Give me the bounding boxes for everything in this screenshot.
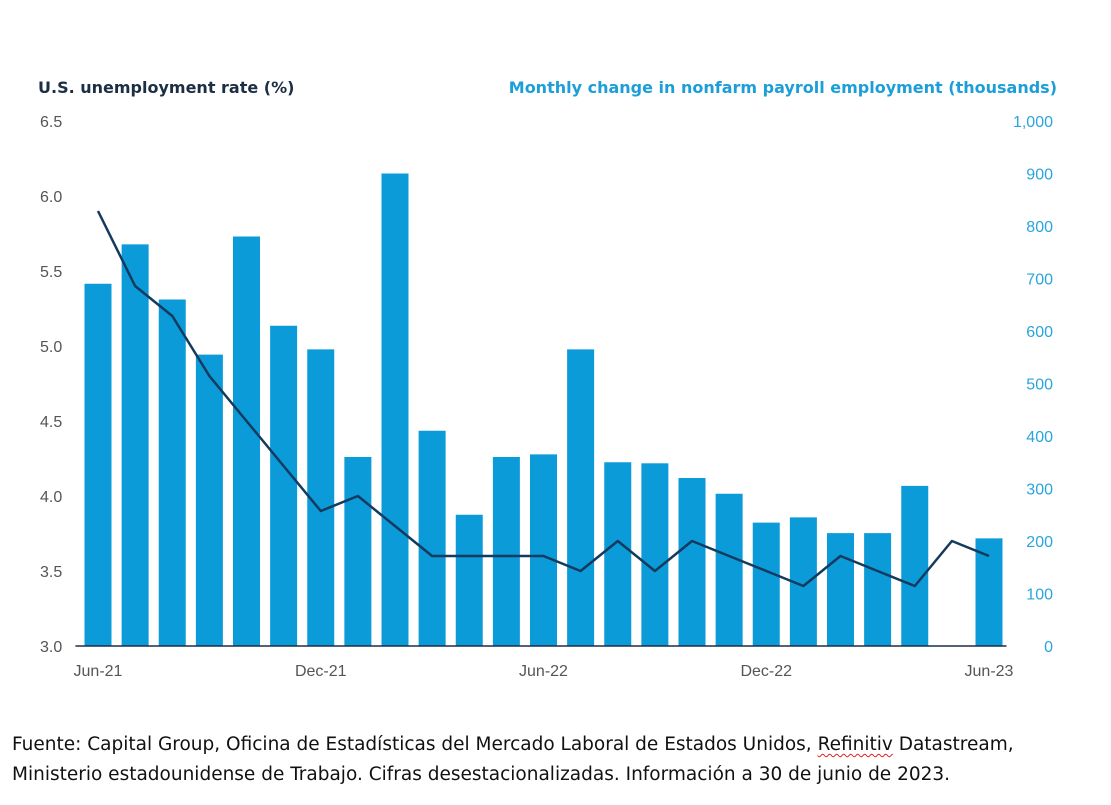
- right-tick-label: 600: [1026, 324, 1053, 341]
- right-tick-label: 200: [1026, 534, 1053, 551]
- x-tick-label: Jun-22: [519, 663, 568, 680]
- left-tick-label: 5.0: [40, 339, 62, 356]
- source-caption: Fuente: Capital Group, Oficina de Estadí…: [12, 730, 1102, 790]
- payroll-bar: [901, 485, 929, 646]
- right-tick-label: 700: [1026, 272, 1053, 289]
- payroll-bars: [84, 173, 1003, 646]
- x-tick-label: Dec-21: [295, 663, 347, 680]
- payroll-bar: [641, 463, 669, 646]
- payroll-bar: [418, 430, 446, 646]
- caption-text: Fuente: Capital Group, Oficina de Estadí…: [12, 734, 818, 755]
- payroll-bar: [530, 454, 557, 646]
- left-axis-ticks: 3.0 3.5 4.0 4.5 5.0 5.5 6.0 6.5: [40, 114, 62, 656]
- payroll-bar: [715, 493, 743, 646]
- payroll-bar: [567, 349, 595, 646]
- payroll-bar: [195, 354, 223, 646]
- right-tick-label: 300: [1026, 482, 1053, 499]
- right-tick-label: 0: [1044, 639, 1053, 656]
- payroll-bar: [455, 514, 483, 646]
- payroll-bar: [158, 299, 186, 646]
- payroll-bar: [121, 244, 149, 646]
- right-axis-title: Monthly change in nonfarm payroll employ…: [509, 78, 1057, 97]
- right-tick-label: 1,000: [1013, 114, 1053, 131]
- right-tick-label: 900: [1026, 167, 1053, 184]
- caption-text: Datastream,: [892, 734, 1014, 755]
- left-axis-title: U.S. unemployment rate (%): [38, 78, 294, 97]
- x-tick-label: Jun-21: [74, 663, 123, 680]
- payroll-bar: [307, 349, 335, 646]
- left-tick-label: 3.5: [40, 564, 62, 581]
- x-axis-ticks: Jun-21 Dec-21 Jun-22 Dec-22 Jun-23: [74, 663, 1014, 680]
- x-tick-label: Jun-23: [965, 663, 1014, 680]
- left-tick-label: 6.0: [40, 189, 62, 206]
- left-tick-label: 4.0: [40, 489, 62, 506]
- payroll-bar: [864, 533, 892, 646]
- payroll-bar: [381, 173, 409, 646]
- chart: U.S. unemployment rate (%) Monthly chang…: [38, 78, 1057, 680]
- left-tick-label: 3.0: [40, 639, 62, 656]
- x-tick-label: Dec-22: [740, 663, 792, 680]
- left-tick-label: 4.5: [40, 414, 62, 431]
- right-tick-label: 100: [1026, 587, 1053, 604]
- payroll-bar: [604, 462, 632, 646]
- caption-line-2: Ministerio estadounidense de Trabajo. Ci…: [12, 764, 951, 785]
- caption-line-1: Fuente: Capital Group, Oficina de Estadí…: [12, 730, 1102, 760]
- payroll-bar: [752, 522, 780, 646]
- payroll-bar: [827, 533, 854, 646]
- payroll-bar: [270, 325, 298, 646]
- left-tick-label: 6.5: [40, 114, 62, 131]
- unemployment-rate-line: [96, 210, 990, 588]
- payroll-bar: [492, 457, 520, 646]
- payroll-bar: [975, 538, 1003, 646]
- left-tick-label: 5.5: [40, 264, 62, 281]
- right-tick-label: 500: [1026, 377, 1053, 394]
- right-axis-ticks: 0 100 200 300 400 500 600 700 800 900 1,000: [1013, 114, 1053, 656]
- payroll-bar: [678, 478, 706, 646]
- payroll-bar: [344, 457, 372, 646]
- right-tick-label: 400: [1026, 429, 1053, 446]
- payroll-bar: [84, 283, 112, 646]
- caption-spellcheck-word: Refinitiv: [817, 734, 893, 755]
- payroll-bar: [233, 236, 260, 646]
- right-tick-label: 800: [1026, 219, 1053, 236]
